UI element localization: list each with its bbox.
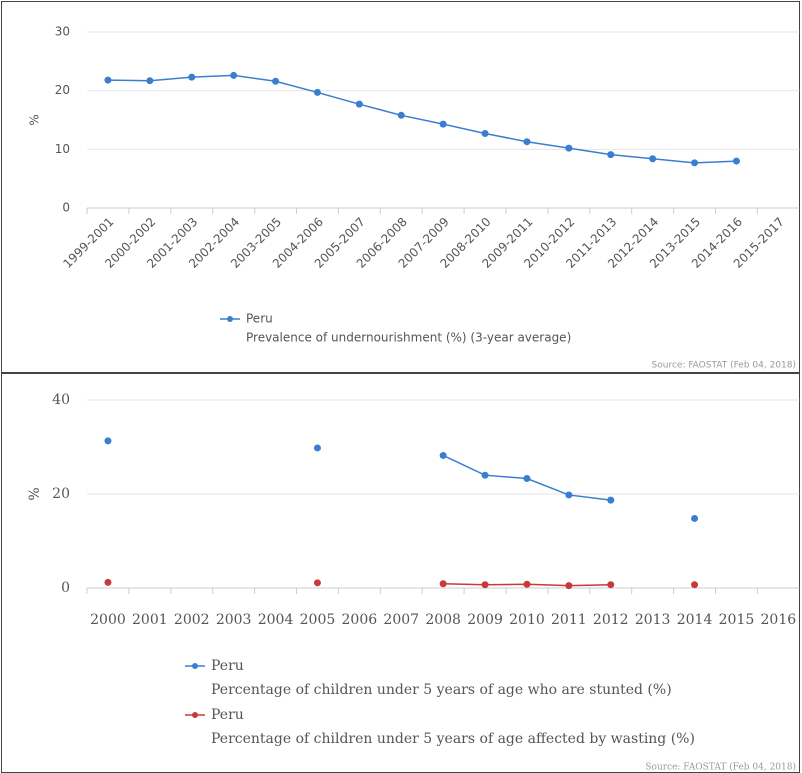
x-tick-label: 2009 xyxy=(467,612,503,628)
legend-marker xyxy=(192,712,198,718)
point xyxy=(691,514,699,522)
point xyxy=(565,491,573,499)
y-tick-label: 0 xyxy=(61,580,70,596)
y-axis-label: % xyxy=(28,114,42,125)
x-tick-label: 2005 xyxy=(300,612,336,628)
panel-border xyxy=(1,1,800,373)
point xyxy=(230,71,238,79)
y-tick-label: 20 xyxy=(55,83,70,97)
y-tick-label: 0 xyxy=(62,201,70,215)
series-line xyxy=(107,74,737,164)
chart-1: 0102030%1999-20012000-20022001-20032002-… xyxy=(1,1,800,373)
point xyxy=(607,151,615,159)
point xyxy=(691,159,699,167)
point xyxy=(523,580,531,588)
y-tick-label: 40 xyxy=(52,392,70,408)
legend-description: Percentage of children under 5 years of … xyxy=(211,682,672,698)
y-tick-label: 10 xyxy=(55,142,70,156)
legend-description: Prevalence of undernourishment (%) (3-ye… xyxy=(246,331,571,345)
legend-marker xyxy=(227,316,233,322)
x-tick-label: 2006 xyxy=(342,612,378,628)
x-tick-label: 2008 xyxy=(425,612,461,628)
point xyxy=(565,582,573,590)
point xyxy=(481,581,489,589)
chart-2: 0 20 40% 2000 2001 2002 2003 2004 2005 2006 2007 20… xyxy=(1,373,800,773)
x-tick-label: 2014 xyxy=(677,612,713,628)
x-tick-label: 2003 xyxy=(216,612,252,628)
y-axis-label: % xyxy=(27,487,43,500)
panel-border xyxy=(1,373,800,773)
point xyxy=(355,100,363,108)
point xyxy=(523,474,531,482)
point xyxy=(565,144,573,152)
x-tick-label: 2001 xyxy=(132,612,168,628)
point xyxy=(732,157,740,165)
source: Source: FAOSTAT (Feb 04, 2018) xyxy=(652,361,796,371)
x-tick-label: 2000 xyxy=(90,612,126,628)
x-tick-label: 2004 xyxy=(258,612,294,628)
point xyxy=(439,580,447,588)
legend-name: Peru xyxy=(246,312,273,326)
point xyxy=(313,579,321,587)
x-tick-label: 2007 xyxy=(383,612,419,628)
point xyxy=(649,155,657,163)
point xyxy=(607,581,615,589)
legend-name: Peru xyxy=(211,658,244,674)
point xyxy=(691,581,699,589)
x-tick-label: 2010 xyxy=(509,612,545,628)
point xyxy=(397,111,405,119)
point xyxy=(439,451,447,459)
x-tick-label: 2011 xyxy=(551,612,587,628)
x-tick-label: 2002 xyxy=(174,612,210,628)
source: Source: FAOSTAT (Feb 04, 2018) xyxy=(645,762,796,773)
point xyxy=(481,471,489,479)
point xyxy=(146,77,154,85)
point xyxy=(104,578,112,586)
y-tick-label: 30 xyxy=(55,25,70,39)
point xyxy=(104,437,112,445)
point xyxy=(607,496,615,504)
legend-description: Percentage of children under 5 years of … xyxy=(211,731,695,747)
x-tick-label: 2015 xyxy=(719,612,755,628)
point xyxy=(313,88,321,96)
point xyxy=(523,138,531,146)
point xyxy=(104,76,112,84)
point xyxy=(272,77,280,85)
point xyxy=(439,120,447,128)
point xyxy=(313,444,321,452)
x-tick-label: 2013 xyxy=(635,612,671,628)
x-tick-label: 2016 xyxy=(761,612,797,628)
y-tick-label: 20 xyxy=(52,486,70,502)
point xyxy=(481,129,489,137)
point xyxy=(188,73,196,81)
legend-name: Peru xyxy=(211,707,244,723)
legend-marker xyxy=(192,663,198,669)
x-tick-label: 2012 xyxy=(593,612,629,628)
series-line xyxy=(443,455,694,518)
